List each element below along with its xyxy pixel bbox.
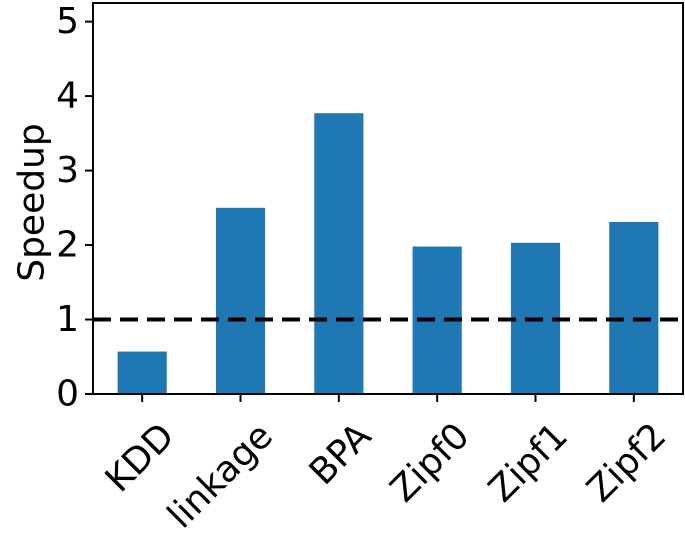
y-tick-label-2: 2 bbox=[56, 225, 79, 266]
y-tick-label-1: 1 bbox=[56, 299, 79, 340]
y-tick-label-5: 5 bbox=[56, 1, 79, 42]
x-tick-label-kdd: KDD bbox=[98, 415, 183, 500]
axes-group bbox=[92, 2, 684, 395]
x-tick-label-zipf1: Zipf1 bbox=[481, 415, 576, 510]
x-tick-label-bpa: BPA bbox=[302, 415, 380, 493]
y-tick-label-3: 3 bbox=[56, 150, 79, 191]
x-tick-label-zipf2: Zipf2 bbox=[579, 415, 674, 510]
y-axis-label: Speedup bbox=[12, 123, 53, 282]
bar-linkage bbox=[215, 207, 266, 394]
bars-group bbox=[117, 113, 659, 394]
y-ticks-group: 0 1 2 3 4 5 bbox=[56, 1, 93, 415]
bar-bpa bbox=[314, 113, 364, 394]
x-tick-label-linkage: linkage bbox=[160, 415, 281, 536]
bar-zipf2 bbox=[609, 221, 659, 394]
bar-kdd bbox=[117, 351, 167, 394]
y-tick-label-4: 4 bbox=[56, 76, 79, 117]
y-tick-label-0: 0 bbox=[56, 374, 79, 415]
plot-frame bbox=[92, 2, 684, 395]
x-tick-label-zipf0: Zipf0 bbox=[383, 415, 478, 510]
